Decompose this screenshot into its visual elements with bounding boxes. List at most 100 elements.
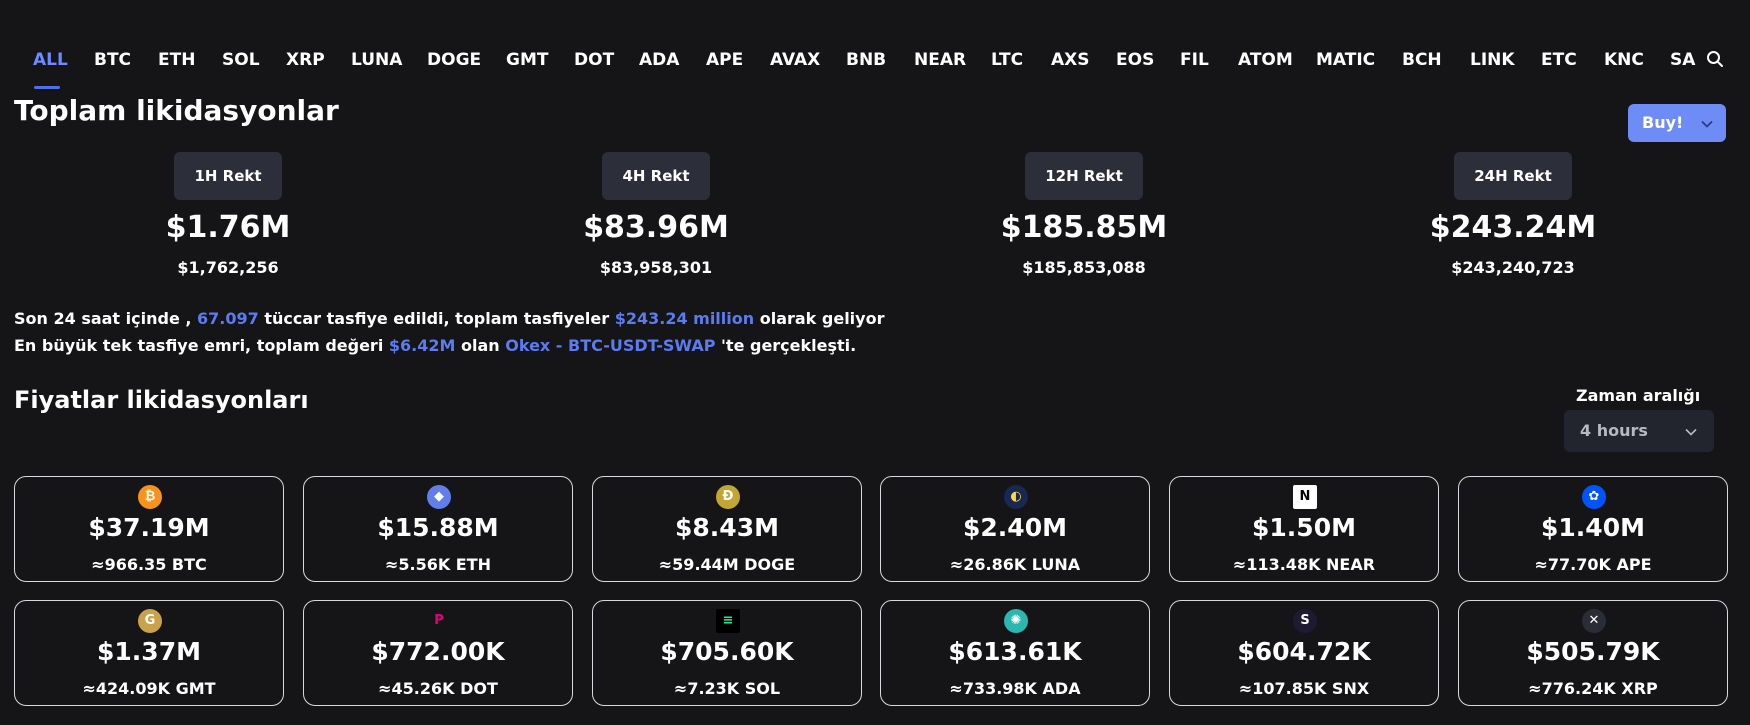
coin-card[interactable]: ✺ $613.61K ≈733.98K ADA — [880, 600, 1150, 706]
tab-eth[interactable]: ETH — [158, 50, 196, 70]
summary-text: En büyük tek tasfiye emri, toplam değeri — [14, 336, 384, 355]
chevron-down-icon — [1684, 424, 1698, 438]
summary-text: tüccar tasfiye edildi, toplam tasfiyeler — [264, 309, 610, 328]
stat-full-value: $185,853,088 — [1022, 258, 1146, 277]
tab-luna[interactable]: LUNA — [351, 50, 403, 70]
coin-amount-units: ≈59.44M DOGE — [658, 555, 796, 574]
ape-icon: ✿ — [1582, 485, 1606, 509]
coin-card[interactable]: Ð $8.43M ≈59.44M DOGE — [592, 476, 862, 582]
tab-atom[interactable]: ATOM — [1238, 50, 1293, 70]
tab-gmt[interactable]: GMT — [506, 50, 549, 70]
tab-eos[interactable]: EOS — [1116, 50, 1155, 70]
tab-knc[interactable]: KNC — [1604, 50, 1644, 70]
time-range-label: Zaman aralığı — [1576, 386, 1701, 405]
tab-ape[interactable]: APE — [706, 50, 744, 70]
coin-card[interactable]: ≡ $705.60K ≈7.23K SOL — [592, 600, 862, 706]
xrp-icon: ✕ — [1582, 609, 1606, 633]
summary-line-1: Son 24 saat içinde , 67.097 tüccar tasfi… — [14, 305, 884, 332]
chevron-down-icon — [1700, 116, 1714, 130]
coin-amount-usd: $2.40M — [963, 513, 1067, 542]
synthetix-icon: S — [1293, 609, 1317, 633]
near-icon: N — [1293, 485, 1317, 509]
stat-period-badge: 12H Rekt — [1025, 152, 1143, 200]
coin-card[interactable]: ₿ $37.19M ≈966.35 BTC — [14, 476, 284, 582]
coin-amount-units: ≈113.48K NEAR — [1232, 555, 1376, 574]
polkadot-icon: P — [427, 609, 451, 633]
stat-24h: 24H Rekt $243.24M $243,240,723 — [1373, 152, 1653, 277]
tab-sol[interactable]: SOL — [222, 50, 260, 70]
cardano-icon: ✺ — [1004, 609, 1028, 633]
tab-axs[interactable]: AXS — [1051, 50, 1090, 70]
traders-count: 67.097 — [197, 309, 259, 328]
page-title: Toplam likidasyonlar — [14, 94, 339, 127]
stat-short-value: $243.24M — [1429, 210, 1597, 245]
tab-doge[interactable]: DOGE — [427, 50, 482, 70]
solana-icon: ≡ — [716, 609, 740, 633]
tab-dot[interactable]: DOT — [574, 50, 615, 70]
coin-amount-units: ≈77.70K APE — [1534, 555, 1652, 574]
summary-text: 'te gerçekleşti. — [721, 336, 857, 355]
coin-amount-usd: $505.79K — [1526, 637, 1660, 666]
coin-card[interactable]: ✿ $1.40M ≈77.70K APE — [1458, 476, 1728, 582]
tab-link[interactable]: LINK — [1470, 50, 1515, 70]
tab-near[interactable]: NEAR — [914, 50, 967, 70]
tab-xrp[interactable]: XRP — [286, 50, 325, 70]
coin-tabs-scroll: ALL BTC ETH SOL XRP LUNA DOGE GMT DOT AD… — [0, 0, 1696, 92]
coin-amount-usd: $705.60K — [660, 637, 794, 666]
coin-amount-usd: $15.88M — [377, 513, 499, 542]
tab-sand[interactable]: SAND — [1670, 50, 1696, 70]
buy-button[interactable]: Buy! — [1628, 104, 1726, 142]
coin-amount-usd: $1.37M — [97, 637, 201, 666]
coin-card[interactable]: S $604.72K ≈107.85K SNX — [1169, 600, 1439, 706]
tab-bnb[interactable]: BNB — [846, 50, 887, 70]
stat-short-value: $1.76M — [165, 210, 291, 245]
coin-amount-usd: $772.00K — [371, 637, 505, 666]
gmt-icon: G — [138, 609, 162, 633]
section-title: Fiyatlar likidasyonları — [14, 386, 309, 414]
coin-card[interactable]: N $1.50M ≈113.48K NEAR — [1169, 476, 1439, 582]
largest-order-value: $6.42M — [388, 336, 456, 355]
coin-amount-units: ≈26.86K LUNA — [949, 555, 1081, 574]
tab-etc[interactable]: ETC — [1541, 50, 1577, 70]
coin-card[interactable]: ◆ $15.88M ≈5.56K ETH — [303, 476, 573, 582]
coin-amount-units: ≈45.26K DOT — [378, 679, 498, 698]
coin-amount-units: ≈733.98K ADA — [949, 679, 1081, 698]
stat-4h: 4H Rekt $83.96M $83,958,301 — [516, 152, 796, 277]
summary-text: Son 24 saat içinde , — [14, 309, 192, 328]
tab-matic[interactable]: MATIC — [1316, 50, 1376, 70]
stat-1h: 1H Rekt $1.76M $1,762,256 — [88, 152, 368, 277]
coin-amount-units: ≈7.23K SOL — [673, 679, 781, 698]
largest-order-link[interactable]: Okex - BTC-USDT-SWAP — [505, 336, 716, 355]
stat-full-value: $83,958,301 — [599, 258, 713, 277]
tab-bch[interactable]: BCH — [1402, 50, 1442, 70]
coin-card[interactable]: G $1.37M ≈424.09K GMT — [14, 600, 284, 706]
tab-avax[interactable]: AVAX — [770, 50, 821, 70]
coin-amount-usd: $8.43M — [675, 513, 779, 542]
tab-ltc[interactable]: LTC — [991, 50, 1024, 70]
stat-period-badge: 4H Rekt — [602, 152, 710, 200]
coin-amount-usd: $1.50M — [1252, 513, 1356, 542]
coin-amount-units: ≈424.09K GMT — [82, 679, 216, 698]
search-icon[interactable] — [1706, 50, 1728, 72]
stat-full-value: $243,240,723 — [1451, 258, 1575, 277]
coin-card[interactable]: P $772.00K ≈45.26K DOT — [303, 600, 573, 706]
stat-period-badge: 1H Rekt — [174, 152, 282, 200]
tab-all[interactable]: ALL — [33, 50, 68, 70]
stat-short-value: $83.96M — [583, 210, 729, 245]
stat-full-value: $1,762,256 — [177, 258, 279, 277]
coin-card[interactable]: ✕ $505.79K ≈776.24K XRP — [1458, 600, 1728, 706]
tab-fil[interactable]: FIL — [1180, 50, 1209, 70]
tab-btc[interactable]: BTC — [94, 50, 132, 70]
active-tab-indicator — [34, 86, 60, 89]
coin-amount-units: ≈776.24K XRP — [1528, 679, 1658, 698]
stat-period-badge: 24H Rekt — [1454, 152, 1572, 200]
tab-ada[interactable]: ADA — [639, 50, 680, 70]
time-range-select[interactable]: 4 hours — [1564, 410, 1714, 452]
summary-text: olarak geliyor — [759, 309, 885, 328]
ethereum-icon: ◆ — [427, 485, 451, 509]
coin-card[interactable]: ◐ $2.40M ≈26.86K LUNA — [880, 476, 1150, 582]
coin-amount-units: ≈107.85K SNX — [1238, 679, 1370, 698]
coin-tabs: ALL BTC ETH SOL XRP LUNA DOGE GMT DOT AD… — [0, 0, 1750, 92]
coin-amount-units: ≈966.35 BTC — [91, 555, 207, 574]
coin-amount-usd: $604.72K — [1237, 637, 1371, 666]
